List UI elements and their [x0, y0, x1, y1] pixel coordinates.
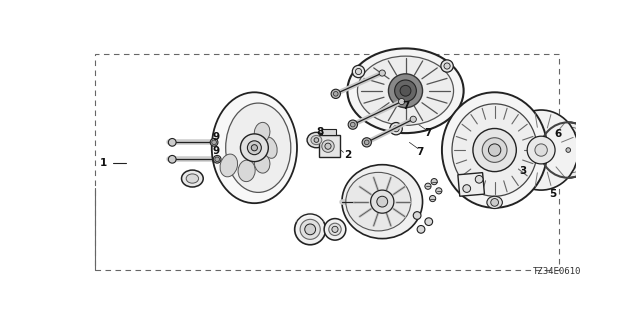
- Circle shape: [444, 63, 450, 69]
- Text: 3: 3: [520, 166, 527, 176]
- Circle shape: [393, 125, 399, 132]
- Circle shape: [557, 139, 579, 161]
- Ellipse shape: [358, 56, 454, 125]
- Ellipse shape: [487, 196, 502, 209]
- Circle shape: [212, 140, 216, 145]
- Circle shape: [390, 123, 403, 135]
- Text: 8: 8: [317, 127, 324, 137]
- Circle shape: [399, 99, 404, 105]
- Ellipse shape: [238, 160, 255, 182]
- Ellipse shape: [254, 153, 270, 173]
- Ellipse shape: [254, 122, 270, 142]
- Circle shape: [331, 89, 340, 99]
- Circle shape: [324, 219, 346, 240]
- Circle shape: [379, 70, 385, 76]
- Circle shape: [314, 138, 319, 142]
- Ellipse shape: [262, 137, 277, 158]
- Circle shape: [441, 60, 453, 72]
- Ellipse shape: [346, 172, 411, 231]
- Ellipse shape: [186, 174, 198, 183]
- Circle shape: [210, 139, 218, 146]
- Text: TZ34E0610: TZ34E0610: [532, 267, 581, 276]
- Ellipse shape: [212, 92, 297, 203]
- Bar: [322, 129, 336, 135]
- Circle shape: [491, 198, 499, 206]
- Circle shape: [241, 134, 268, 162]
- Ellipse shape: [307, 132, 326, 148]
- Circle shape: [417, 226, 425, 233]
- Circle shape: [371, 190, 394, 213]
- Circle shape: [566, 148, 571, 152]
- Circle shape: [364, 140, 369, 145]
- Circle shape: [540, 122, 596, 178]
- Ellipse shape: [452, 104, 537, 196]
- Circle shape: [362, 138, 371, 147]
- Ellipse shape: [348, 48, 463, 133]
- Ellipse shape: [311, 135, 322, 145]
- Circle shape: [215, 157, 220, 162]
- Circle shape: [305, 224, 316, 235]
- Circle shape: [436, 188, 442, 194]
- Circle shape: [429, 196, 436, 202]
- Text: 9: 9: [212, 132, 219, 142]
- Ellipse shape: [182, 170, 204, 187]
- Circle shape: [482, 138, 507, 162]
- Ellipse shape: [342, 165, 422, 239]
- Text: 5: 5: [549, 189, 556, 199]
- Circle shape: [355, 68, 362, 75]
- Circle shape: [322, 140, 334, 152]
- Ellipse shape: [168, 156, 176, 163]
- Circle shape: [332, 226, 338, 232]
- Text: 7: 7: [424, 128, 431, 138]
- Text: 1: 1: [100, 158, 107, 168]
- Text: 6: 6: [554, 129, 562, 139]
- Circle shape: [413, 212, 421, 219]
- Circle shape: [248, 141, 261, 155]
- Bar: [319, 135, 340, 157]
- Text: 9: 9: [212, 146, 219, 156]
- Circle shape: [425, 183, 431, 189]
- Circle shape: [325, 143, 331, 149]
- Circle shape: [488, 144, 501, 156]
- Text: 2: 2: [344, 150, 352, 160]
- Circle shape: [476, 175, 483, 183]
- Circle shape: [410, 116, 417, 122]
- Circle shape: [252, 145, 257, 151]
- Circle shape: [329, 223, 341, 236]
- Ellipse shape: [220, 154, 237, 177]
- Circle shape: [294, 214, 326, 245]
- Circle shape: [425, 218, 433, 226]
- Circle shape: [377, 196, 388, 207]
- Circle shape: [351, 122, 355, 127]
- Text: 7: 7: [402, 101, 409, 111]
- Circle shape: [463, 185, 470, 192]
- Circle shape: [333, 92, 338, 96]
- Bar: [95, 54, 559, 270]
- Text: 7: 7: [416, 147, 423, 156]
- Circle shape: [395, 80, 417, 101]
- Bar: [458, 172, 484, 196]
- Ellipse shape: [226, 103, 291, 192]
- Circle shape: [352, 65, 365, 78]
- Circle shape: [400, 85, 411, 96]
- Ellipse shape: [168, 139, 176, 146]
- Circle shape: [300, 219, 320, 239]
- Ellipse shape: [442, 92, 547, 208]
- Circle shape: [535, 144, 547, 156]
- Circle shape: [431, 179, 437, 185]
- Ellipse shape: [504, 110, 579, 190]
- Circle shape: [563, 145, 573, 156]
- Circle shape: [388, 74, 422, 108]
- Circle shape: [473, 129, 516, 172]
- Circle shape: [213, 156, 221, 163]
- Circle shape: [348, 120, 358, 129]
- Circle shape: [527, 136, 555, 164]
